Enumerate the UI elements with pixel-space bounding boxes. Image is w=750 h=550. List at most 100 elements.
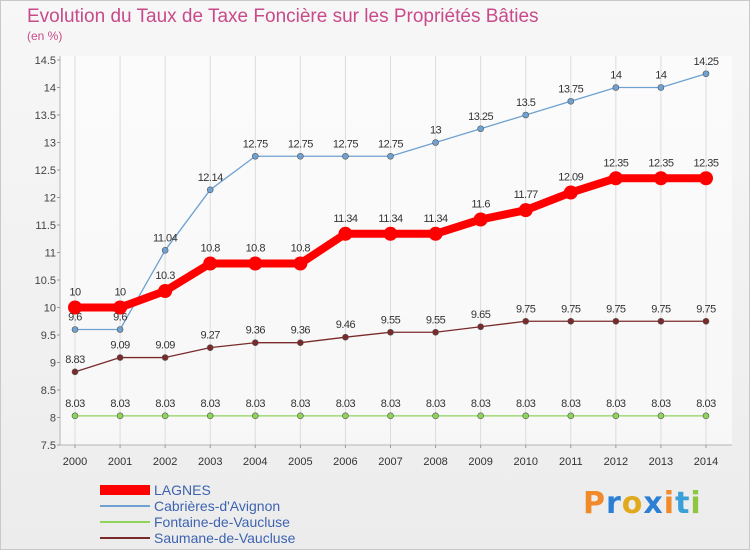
legend-swatch-saumane: [100, 537, 150, 539]
data-point: [432, 139, 439, 146]
data-point: [432, 412, 439, 420]
x-tick-label: 2013: [649, 456, 673, 468]
data-label: 8.03: [336, 398, 356, 410]
data-point: [657, 317, 665, 325]
data-label: 12.75: [243, 138, 268, 150]
data-point: [161, 247, 169, 254]
data-label: 11.34: [333, 213, 358, 225]
data-point: [522, 111, 530, 119]
data-point: [477, 412, 484, 420]
data-label: 10.8: [246, 243, 266, 255]
data-point: [699, 171, 713, 186]
data-label: 11.34: [423, 213, 448, 225]
data-point: [387, 412, 394, 420]
y-tick-label: 7.5: [41, 440, 56, 452]
data-point: [203, 256, 218, 271]
logo-letter: x: [643, 486, 664, 521]
data-point: [206, 186, 214, 194]
data-label: 8.03: [516, 398, 536, 410]
data-point: [116, 326, 124, 333]
data-point: [293, 256, 308, 271]
plot-area: [60, 56, 732, 445]
y-tick-label: 13: [44, 138, 56, 150]
data-label: 8.03: [381, 398, 401, 410]
data-point: [116, 354, 124, 361]
data-point: [522, 317, 530, 325]
data-label: 9.6: [68, 312, 82, 324]
data-label: 13: [430, 125, 442, 137]
data-label: 12.09: [558, 172, 583, 184]
data-point: [612, 317, 620, 325]
legend-item-cabrieres: Cabrières-d'Avignon: [100, 498, 360, 514]
data-label: 12.35: [603, 157, 628, 169]
data-label: 9.55: [426, 314, 446, 326]
data-point: [161, 354, 169, 361]
data-point: [653, 171, 668, 186]
data-label: 12.75: [378, 138, 403, 150]
x-tick-label: 2000: [63, 456, 87, 468]
data-point: [206, 344, 214, 351]
x-tick-label: 2003: [198, 456, 222, 468]
logo-letter: P: [583, 486, 606, 521]
data-point: [702, 70, 710, 78]
y-tick-label: 14.5: [35, 55, 56, 67]
data-label: 9.75: [606, 303, 626, 315]
data-label: 10.8: [291, 243, 311, 255]
data-point: [297, 152, 304, 160]
data-label: 9.65: [471, 309, 491, 321]
y-tick-label: 8.5: [41, 385, 56, 397]
y-tick-label: 8: [50, 413, 56, 425]
data-label: 8.03: [201, 398, 221, 410]
logo-letter: o: [621, 486, 644, 521]
chart-legend: LAGNES Cabrières-d'Avignon Fontaine-de-V…: [100, 482, 360, 546]
data-point: [383, 226, 398, 241]
data-label: 12.75: [333, 138, 358, 150]
data-label: 11.04: [153, 232, 178, 244]
x-tick-label: 2011: [559, 456, 583, 468]
x-tick-label: 2009: [468, 456, 492, 468]
logo-letter: i: [663, 486, 676, 521]
data-point: [612, 412, 620, 420]
x-tick-label: 2008: [423, 456, 447, 468]
data-point: [608, 171, 623, 186]
proxiti-logo: Proxiti: [583, 486, 702, 521]
data-label: 8.03: [696, 398, 716, 410]
data-point: [297, 339, 304, 347]
data-point: [567, 412, 575, 420]
chart-subtitle: (en %): [27, 29, 63, 43]
data-label: 9.36: [291, 325, 311, 337]
x-tick-label: 2010: [513, 456, 537, 468]
data-point: [161, 412, 169, 420]
data-point: [116, 412, 124, 420]
y-tick-label: 10.5: [35, 275, 56, 287]
data-label: 14.25: [693, 56, 718, 68]
data-label: 9.75: [696, 303, 716, 315]
y-tick-label: 11.5: [35, 220, 56, 232]
data-label: 9.75: [651, 303, 671, 315]
data-point: [477, 323, 484, 331]
x-tick-label: 2004: [243, 456, 267, 468]
data-point: [612, 84, 620, 91]
y-tick-label: 13.5: [35, 110, 56, 122]
data-point: [522, 412, 530, 420]
data-point: [71, 412, 79, 420]
y-tick-label: 11: [45, 248, 56, 260]
data-point: [477, 125, 484, 133]
data-point: [518, 203, 533, 218]
data-point: [563, 185, 578, 200]
x-tick-label: 2005: [288, 456, 312, 468]
x-tick-label: 2001: [108, 456, 132, 468]
data-label: 9.09: [155, 340, 175, 352]
data-label: 8.03: [155, 398, 175, 410]
y-tick-label: 12: [44, 193, 56, 205]
data-label: 12.35: [648, 157, 673, 169]
data-label: 9.27: [201, 330, 221, 342]
data-label: 8.03: [291, 398, 311, 410]
data-point: [251, 412, 259, 420]
data-label: 12.14: [198, 172, 223, 184]
data-label: 10: [114, 287, 126, 299]
data-label: 8.03: [606, 398, 626, 410]
x-tick-label: 2012: [604, 456, 628, 468]
data-label: 11.6: [471, 199, 490, 211]
data-label: 11.77: [514, 189, 539, 201]
